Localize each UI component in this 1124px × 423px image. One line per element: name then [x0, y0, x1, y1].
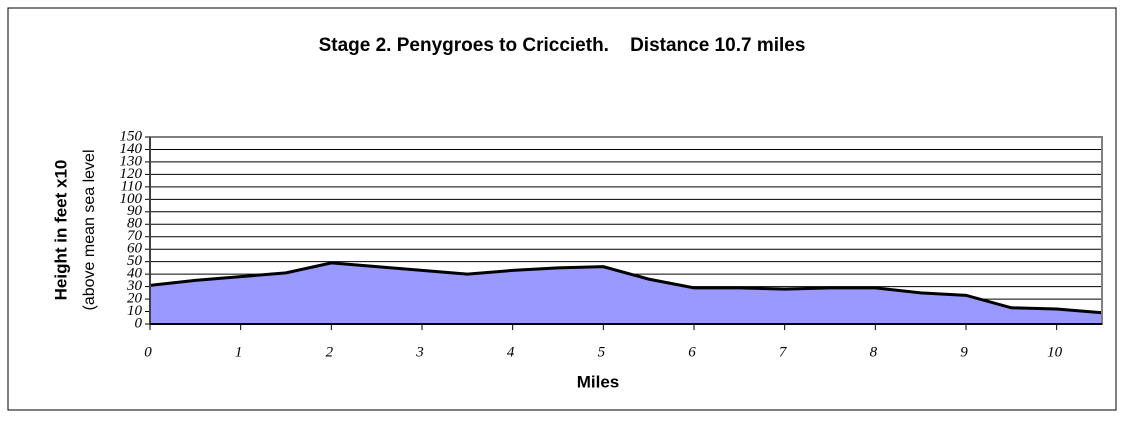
x-tick-label: 5	[598, 344, 606, 360]
y-tick-label: 130	[120, 153, 143, 169]
x-tick-label: 6	[688, 344, 696, 360]
area-line	[149, 261, 1103, 315]
x-tick-label: 2	[326, 344, 334, 360]
x-tick-label: 10	[1047, 344, 1063, 360]
y-tick-label: 90	[127, 203, 143, 219]
y-tick-label: 110	[121, 178, 143, 194]
x-tick-label: 3	[415, 344, 424, 360]
x-tick-label: 4	[507, 344, 515, 360]
x-axis-title: Miles	[577, 372, 620, 391]
y-tick-label: 100	[120, 191, 143, 207]
chart-frame	[7, 7, 1117, 411]
y-tick-label: 0	[135, 315, 143, 331]
y-axis-subtitle: (above mean sea level	[81, 150, 98, 311]
x-tick-label: 1	[235, 344, 243, 360]
y-tick-label: 60	[127, 241, 143, 257]
y-tick-label: 120	[120, 166, 143, 182]
y-tick-label: 140	[120, 141, 143, 157]
y-tick-label: 20	[127, 291, 143, 307]
y-tick-label: 150	[120, 128, 143, 144]
chart-title: Stage 2. Penygroes to Criccieth. Distanc…	[319, 35, 806, 56]
x-tick-label: 9	[960, 344, 968, 360]
y-tick-label: 40	[127, 266, 143, 282]
y-tick-label: 30	[126, 278, 143, 294]
y-axis-title: Height in feet x10	[51, 160, 70, 301]
x-tick-label: 7	[779, 344, 788, 360]
y-tick-label: 10	[127, 303, 143, 319]
y-tick-label: 50	[127, 253, 143, 269]
y-tick-label: 70	[127, 228, 143, 244]
area	[150, 262, 1102, 324]
x-tick-label: 8	[870, 344, 878, 360]
x-tick-label: 0	[144, 344, 152, 360]
y-tick-label: 80	[127, 216, 143, 232]
